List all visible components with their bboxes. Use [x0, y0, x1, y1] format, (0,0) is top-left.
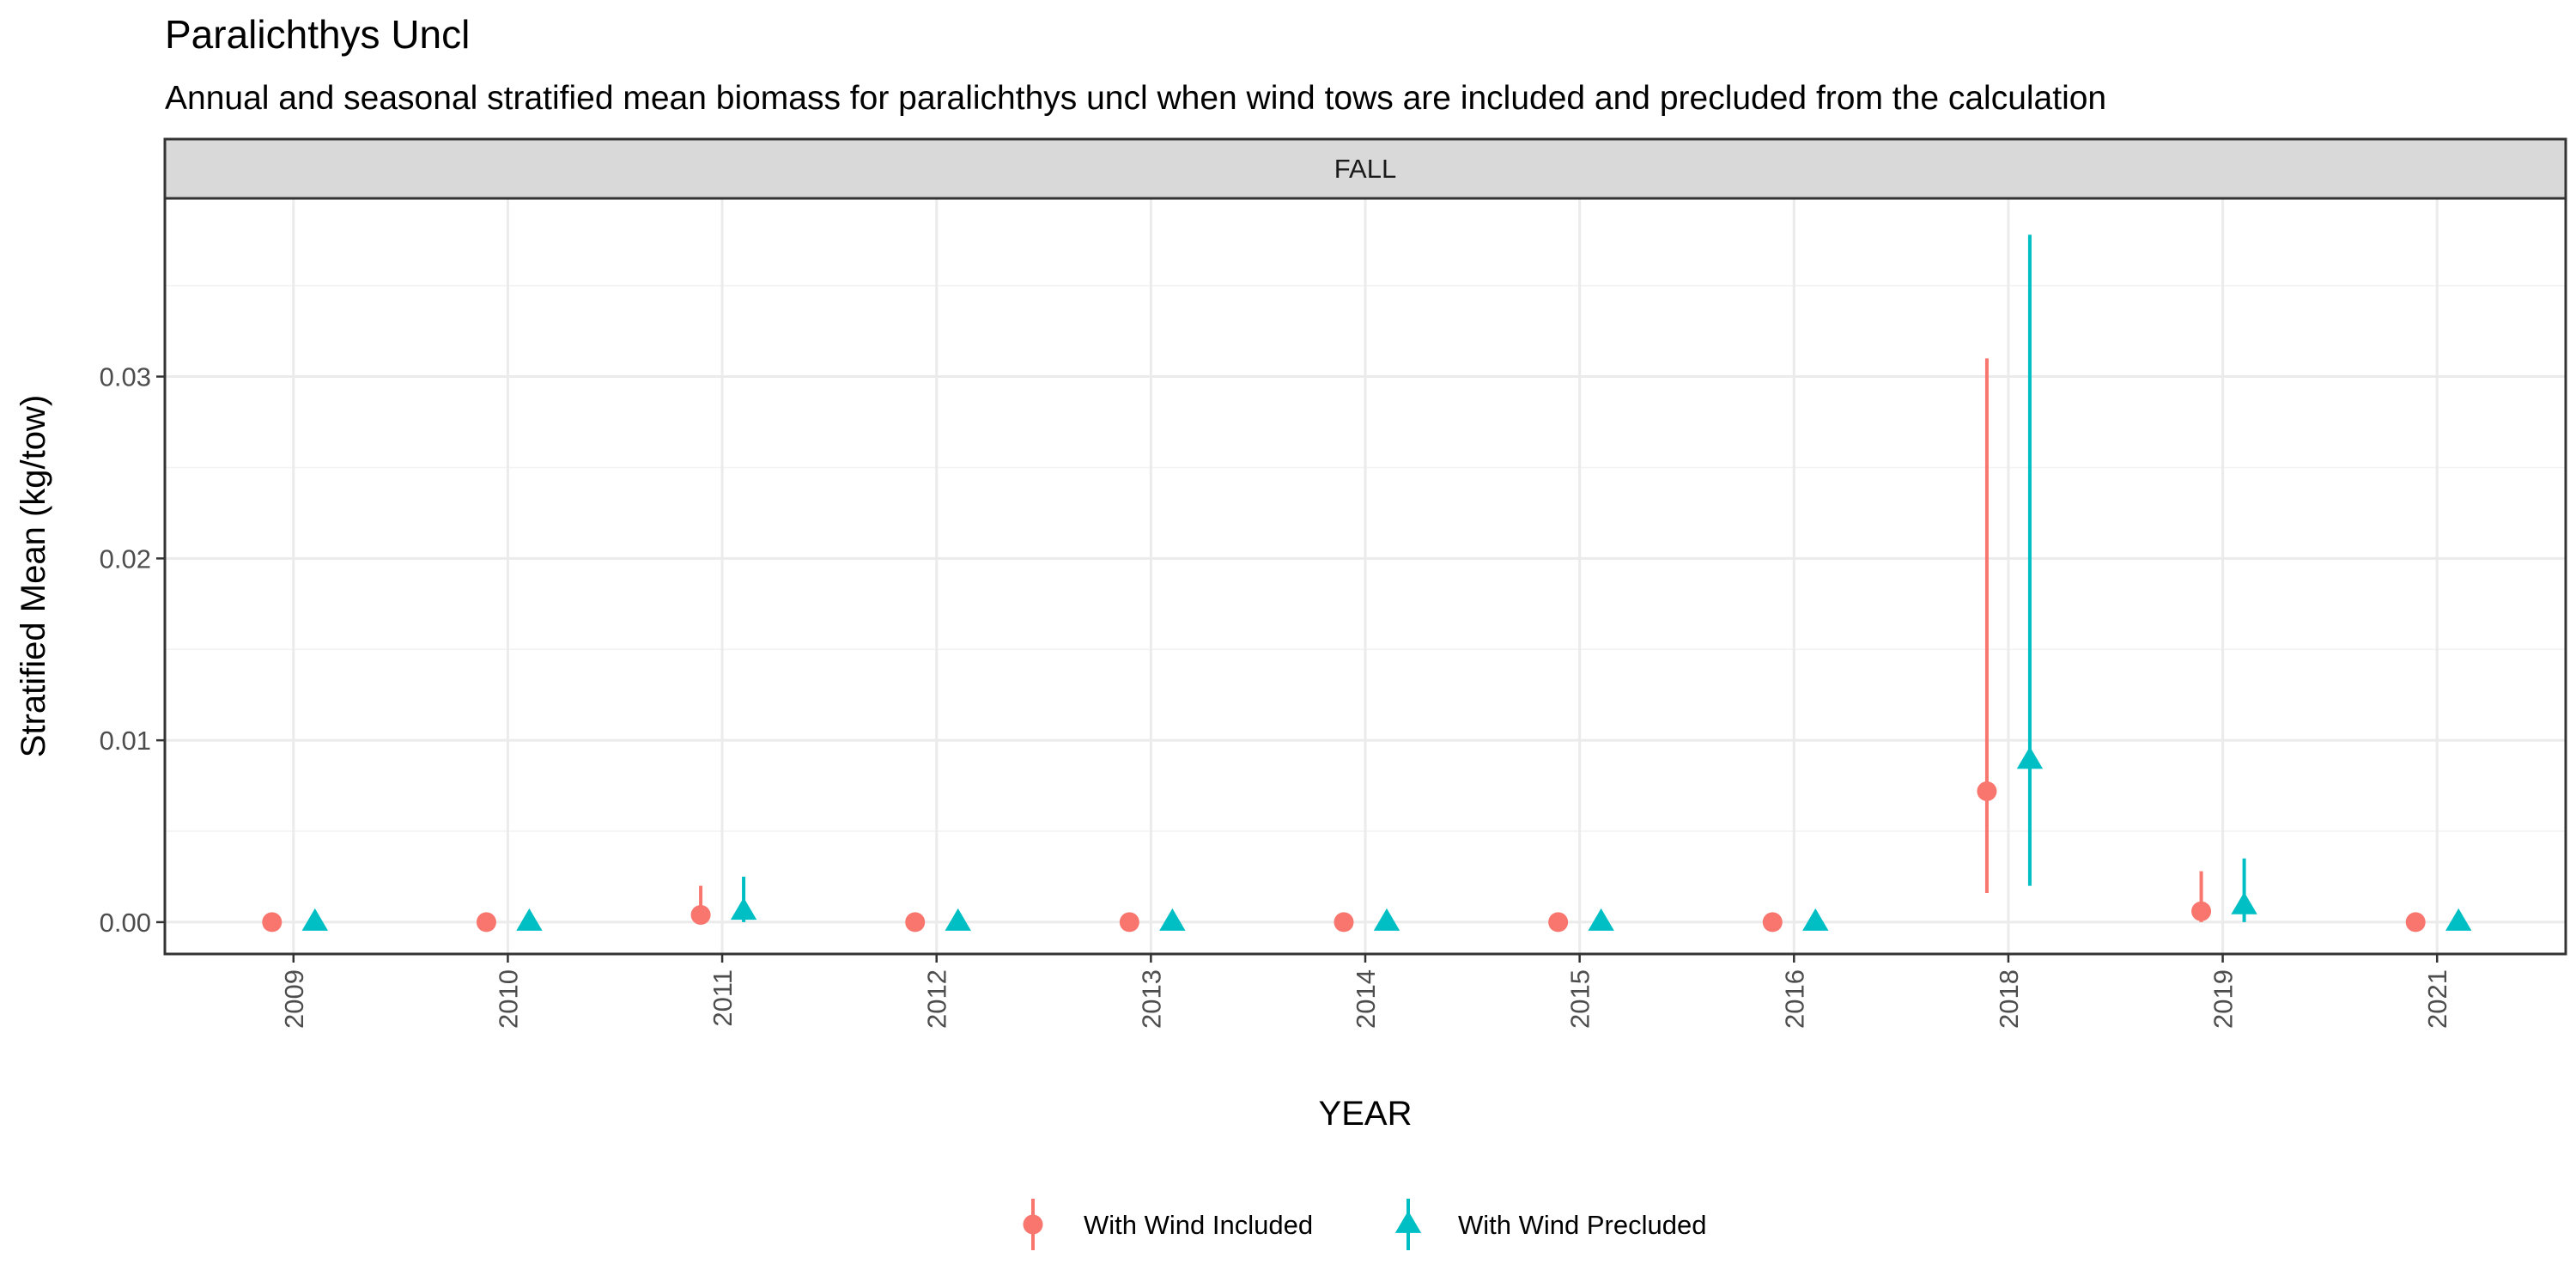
data-point-triangle — [1588, 908, 1614, 931]
x-tick-label: 2014 — [1351, 969, 1381, 1029]
data-marks — [262, 234, 2472, 933]
series-1 — [262, 358, 2426, 933]
data-point-triangle — [730, 897, 757, 920]
y-tick-label: 0.02 — [100, 544, 151, 574]
data-point-triangle — [2016, 746, 2044, 769]
data-point-triangle — [2445, 908, 2472, 931]
x-tick-label: 2019 — [2208, 969, 2239, 1029]
chart-subtitle: Annual and seasonal stratified mean biom… — [165, 80, 2106, 117]
y-tick-label: 0.03 — [100, 362, 151, 392]
data-point-circle — [690, 904, 711, 925]
data-point-circle — [2191, 901, 2212, 921]
chart-title: Paralichthys Uncl — [165, 12, 470, 57]
x-tick-label: 2015 — [1565, 969, 1595, 1029]
data-point-circle — [262, 912, 283, 933]
x-tick-label: 2016 — [1779, 969, 1809, 1029]
grid — [165, 198, 2566, 954]
data-point-triangle — [945, 908, 971, 931]
data-point-circle — [905, 912, 926, 933]
x-axis: 2009 2010 2011 2012 2013 2014 2015 2016 2018 2019… — [279, 954, 2452, 1029]
y-tick-label: 0.01 — [100, 726, 151, 756]
x-tick-label: 2009 — [279, 969, 309, 1029]
data-point-circle — [2405, 912, 2426, 933]
data-point-circle — [476, 912, 496, 933]
data-point-triangle — [1159, 908, 1186, 931]
legend-item-2: With Wind Precluded — [1394, 1199, 1706, 1250]
data-point-triangle — [2231, 891, 2257, 914]
x-axis-title: YEAR — [1319, 1095, 1413, 1133]
x-tick-label: 2010 — [493, 969, 523, 1029]
facet-strip — [163, 137, 2567, 200]
y-axis: 0.00 0.01 0.02 0.03 — [100, 362, 165, 938]
data-point-circle — [1334, 912, 1354, 933]
legend-label: With Wind Precluded — [1458, 1210, 1706, 1240]
x-tick-label: 2018 — [1994, 969, 2024, 1029]
legend-key-circle — [1023, 1214, 1043, 1235]
data-point-circle — [1548, 912, 1569, 933]
facet-label: FALL — [1334, 154, 1396, 184]
data-point-circle — [1119, 912, 1139, 933]
data-point-triangle — [301, 908, 328, 931]
legend-label: With Wind Included — [1084, 1210, 1313, 1240]
y-axis-title: Stratified Mean (kg/tow) — [15, 395, 52, 757]
data-point-triangle — [1373, 908, 1400, 931]
data-point-circle — [1762, 912, 1783, 933]
legend: With Wind Included With Wind Precluded — [1023, 1199, 1706, 1250]
legend-item-1: With Wind Included — [1023, 1199, 1313, 1250]
data-point-triangle — [1802, 908, 1829, 931]
data-point-triangle — [516, 908, 543, 931]
data-point-circle — [1977, 781, 1997, 801]
x-tick-label: 2012 — [922, 969, 952, 1029]
x-tick-label: 2013 — [1136, 969, 1166, 1029]
series-2 — [301, 234, 2472, 931]
legend-key-triangle — [1394, 1211, 1422, 1233]
x-tick-label: 2011 — [708, 969, 738, 1027]
y-tick-label: 0.00 — [100, 908, 151, 938]
x-tick-label: 2021 — [2422, 969, 2452, 1029]
